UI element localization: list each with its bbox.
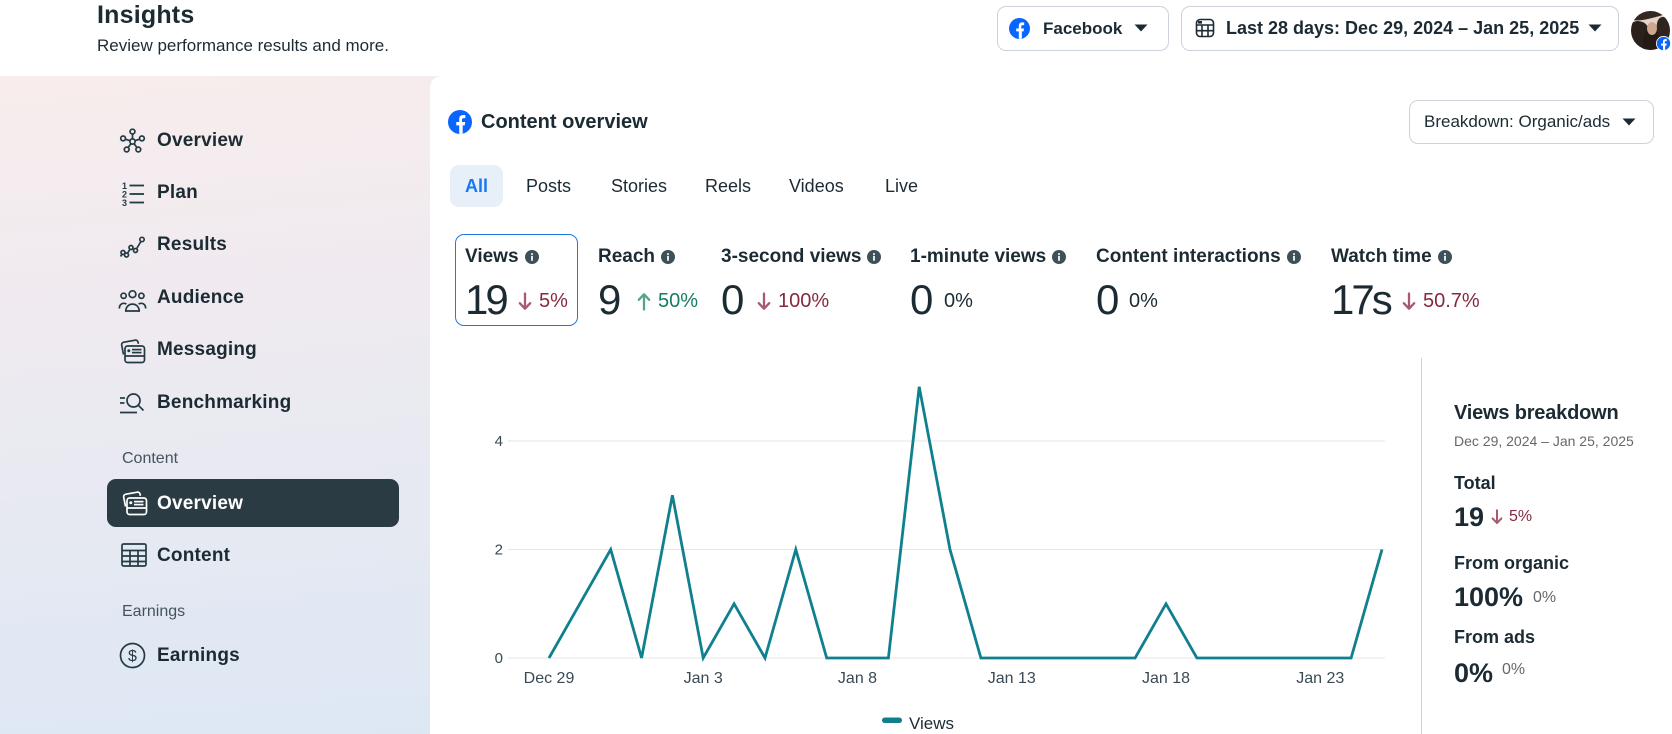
svg-text:4: 4 <box>495 433 503 450</box>
svg-text:3: 3 <box>122 198 127 207</box>
svg-text:1: 1 <box>122 181 127 191</box>
svg-text:Jan 18: Jan 18 <box>1142 670 1190 687</box>
svg-text:$: $ <box>128 648 137 665</box>
svg-text:Jan 13: Jan 13 <box>988 670 1036 687</box>
svg-text:0: 0 <box>495 650 503 667</box>
svg-text:Jan 8: Jan 8 <box>838 670 877 687</box>
svg-text:Dec 29: Dec 29 <box>524 670 575 687</box>
svg-text:Jan 23: Jan 23 <box>1296 670 1344 687</box>
svg-text:Jan 3: Jan 3 <box>684 670 723 687</box>
svg-text:2: 2 <box>495 542 503 559</box>
svg-text:Views: Views <box>909 714 954 733</box>
svg-text:2: 2 <box>122 190 127 200</box>
